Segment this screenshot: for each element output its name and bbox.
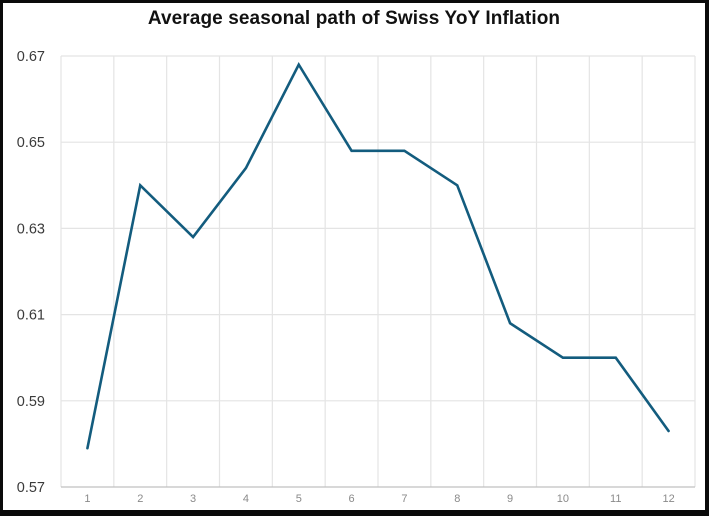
y-tick-label: 0.63 xyxy=(17,221,45,237)
x-tick-label: 9 xyxy=(507,493,513,505)
x-tick-label: 6 xyxy=(349,493,355,505)
x-tick-label: 1 xyxy=(84,493,90,505)
x-tick-label: 11 xyxy=(610,493,621,505)
y-tick-label: 0.67 xyxy=(17,49,45,65)
x-tick-label: 3 xyxy=(190,493,196,505)
chart-title: Average seasonal path of Swiss YoY Infla… xyxy=(147,8,561,29)
x-tick-label: 5 xyxy=(296,493,302,505)
x-tick-label: 4 xyxy=(243,493,249,505)
x-tick-label: 10 xyxy=(557,493,569,505)
x-tick-label: 7 xyxy=(401,493,407,505)
data-line xyxy=(86,61,670,450)
x-tick-label: 8 xyxy=(454,493,460,505)
x-tick-label: 2 xyxy=(137,493,143,505)
x-tick-label: 12 xyxy=(662,493,674,505)
y-tick-label: 0.61 xyxy=(17,308,45,324)
y-tick-label: 0.57 xyxy=(17,480,45,496)
y-tick-label: 0.65 xyxy=(17,135,45,151)
y-tick-label: 0.59 xyxy=(17,394,45,410)
